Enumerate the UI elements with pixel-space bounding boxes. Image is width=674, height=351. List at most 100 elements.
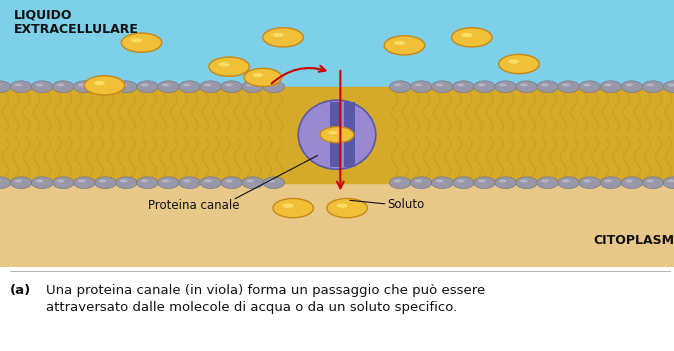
Ellipse shape: [94, 81, 116, 93]
Ellipse shape: [225, 84, 233, 86]
Ellipse shape: [394, 84, 401, 86]
Ellipse shape: [116, 81, 137, 93]
Ellipse shape: [268, 84, 275, 86]
Ellipse shape: [99, 179, 106, 183]
Ellipse shape: [583, 179, 591, 183]
Ellipse shape: [263, 177, 284, 188]
Ellipse shape: [121, 33, 162, 52]
Ellipse shape: [516, 177, 537, 188]
Ellipse shape: [0, 179, 1, 183]
Ellipse shape: [183, 179, 191, 183]
Ellipse shape: [0, 177, 11, 188]
Ellipse shape: [520, 84, 528, 86]
Ellipse shape: [327, 198, 367, 218]
Ellipse shape: [183, 84, 191, 86]
Ellipse shape: [268, 179, 275, 183]
Ellipse shape: [246, 84, 254, 86]
Ellipse shape: [15, 84, 22, 86]
Ellipse shape: [298, 100, 376, 169]
Ellipse shape: [204, 179, 212, 183]
Ellipse shape: [457, 179, 464, 183]
Ellipse shape: [478, 179, 485, 183]
Ellipse shape: [253, 73, 264, 77]
Ellipse shape: [99, 84, 106, 86]
Ellipse shape: [667, 84, 674, 86]
Ellipse shape: [436, 84, 443, 86]
Ellipse shape: [200, 81, 221, 93]
Ellipse shape: [537, 81, 559, 93]
Ellipse shape: [242, 81, 264, 93]
Ellipse shape: [209, 57, 249, 76]
Ellipse shape: [282, 204, 294, 208]
Ellipse shape: [273, 198, 313, 218]
Ellipse shape: [53, 81, 74, 93]
Ellipse shape: [605, 84, 612, 86]
Ellipse shape: [53, 177, 74, 188]
Ellipse shape: [221, 177, 243, 188]
Ellipse shape: [221, 81, 243, 93]
Ellipse shape: [200, 177, 221, 188]
Ellipse shape: [625, 179, 633, 183]
Ellipse shape: [336, 204, 348, 208]
Ellipse shape: [390, 81, 411, 93]
Ellipse shape: [495, 81, 516, 93]
Ellipse shape: [158, 177, 179, 188]
Ellipse shape: [541, 84, 549, 86]
Ellipse shape: [57, 84, 64, 86]
Ellipse shape: [495, 177, 516, 188]
Ellipse shape: [461, 33, 472, 37]
Ellipse shape: [562, 179, 570, 183]
Ellipse shape: [390, 177, 411, 188]
Ellipse shape: [263, 28, 303, 47]
FancyBboxPatch shape: [330, 102, 341, 167]
Ellipse shape: [246, 179, 254, 183]
Ellipse shape: [478, 84, 485, 86]
Ellipse shape: [57, 179, 64, 183]
Ellipse shape: [646, 179, 654, 183]
Ellipse shape: [204, 84, 212, 86]
Ellipse shape: [452, 28, 492, 47]
Ellipse shape: [625, 84, 633, 86]
Ellipse shape: [36, 84, 43, 86]
Ellipse shape: [457, 84, 464, 86]
Ellipse shape: [621, 81, 643, 93]
Ellipse shape: [36, 179, 43, 183]
Ellipse shape: [120, 179, 127, 183]
Ellipse shape: [272, 33, 284, 37]
Ellipse shape: [225, 179, 233, 183]
Ellipse shape: [141, 84, 148, 86]
Ellipse shape: [579, 177, 601, 188]
Ellipse shape: [242, 177, 264, 188]
Text: LIQUIDO
EXTRACELLULARE: LIQUIDO EXTRACELLULARE: [13, 8, 138, 36]
Text: CITOPLASMA: CITOPLASMA: [593, 233, 674, 247]
Ellipse shape: [541, 179, 549, 183]
Ellipse shape: [394, 41, 405, 45]
Ellipse shape: [583, 84, 591, 86]
Ellipse shape: [410, 177, 432, 188]
Ellipse shape: [120, 84, 127, 86]
Ellipse shape: [84, 76, 125, 95]
Ellipse shape: [642, 81, 664, 93]
Ellipse shape: [244, 68, 282, 86]
Ellipse shape: [162, 179, 170, 183]
Ellipse shape: [137, 177, 158, 188]
Ellipse shape: [32, 81, 53, 93]
Ellipse shape: [499, 54, 539, 74]
Ellipse shape: [474, 81, 495, 93]
Ellipse shape: [218, 62, 230, 66]
Ellipse shape: [179, 177, 200, 188]
Ellipse shape: [663, 81, 674, 93]
Ellipse shape: [579, 81, 601, 93]
Ellipse shape: [453, 81, 474, 93]
Ellipse shape: [436, 179, 443, 183]
Ellipse shape: [10, 177, 32, 188]
Ellipse shape: [94, 177, 116, 188]
Ellipse shape: [116, 177, 137, 188]
Ellipse shape: [621, 177, 643, 188]
Ellipse shape: [131, 38, 142, 42]
Ellipse shape: [94, 81, 105, 85]
Ellipse shape: [78, 84, 86, 86]
Text: Una proteina canale (in viola) forma un passaggio che può essere
attraversato da: Una proteina canale (in viola) forma un …: [47, 284, 486, 313]
Ellipse shape: [499, 84, 507, 86]
Ellipse shape: [520, 179, 528, 183]
